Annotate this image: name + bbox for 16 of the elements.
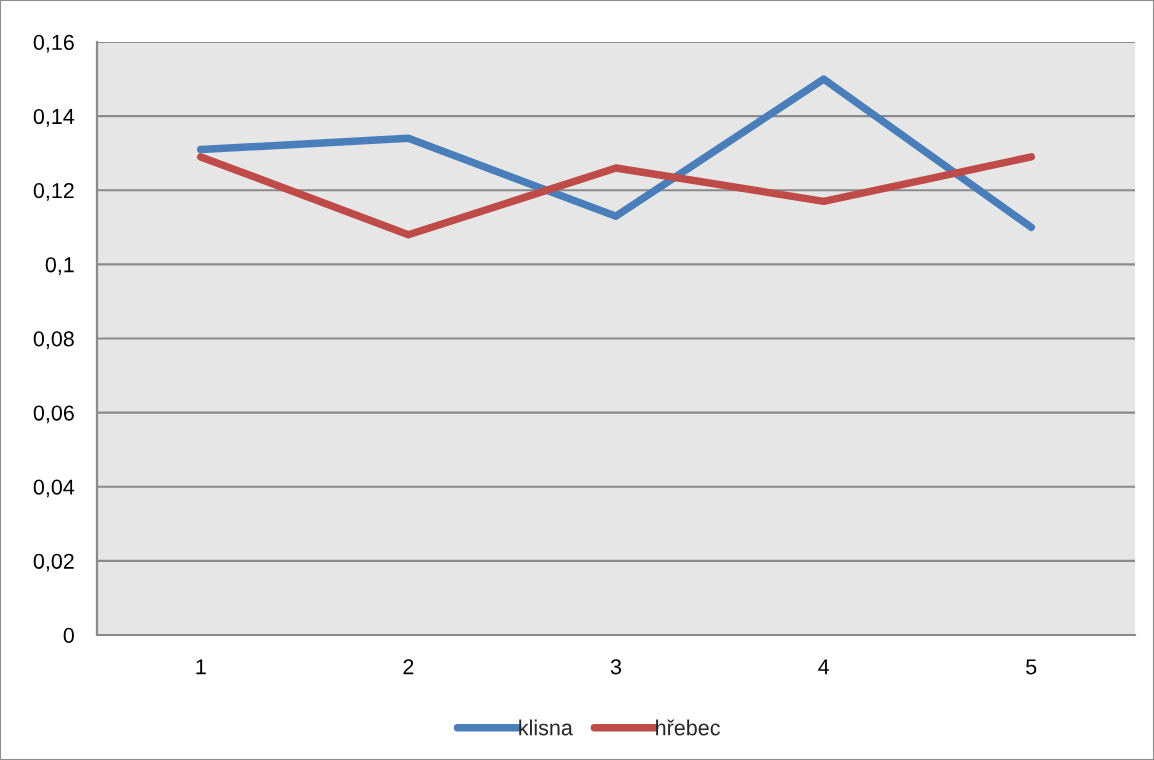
x-tick-label: 3 bbox=[610, 659, 622, 675]
y-tick-label: 0 bbox=[63, 627, 74, 644]
y-tick-label: 0,02 bbox=[33, 553, 74, 572]
y-tick-label: 0,06 bbox=[33, 405, 74, 424]
x-tick-label: 1 bbox=[196, 659, 206, 675]
y-tick-label: 0,16 bbox=[33, 34, 74, 53]
y-tick-label: 0,04 bbox=[33, 479, 75, 498]
y-tick-label: 0,1 bbox=[45, 257, 74, 275]
y-tick-label: 0,14 bbox=[33, 108, 75, 127]
x-tick-label: 5 bbox=[1026, 659, 1037, 675]
legend-label: klisna bbox=[519, 719, 573, 736]
y-tick-label: 0,08 bbox=[33, 331, 74, 350]
x-tick-label: 2 bbox=[403, 659, 414, 675]
x-tick-label: 4 bbox=[818, 659, 829, 675]
legend-label: hřebec bbox=[656, 719, 720, 736]
y-tick-label: 0,12 bbox=[33, 183, 74, 201]
